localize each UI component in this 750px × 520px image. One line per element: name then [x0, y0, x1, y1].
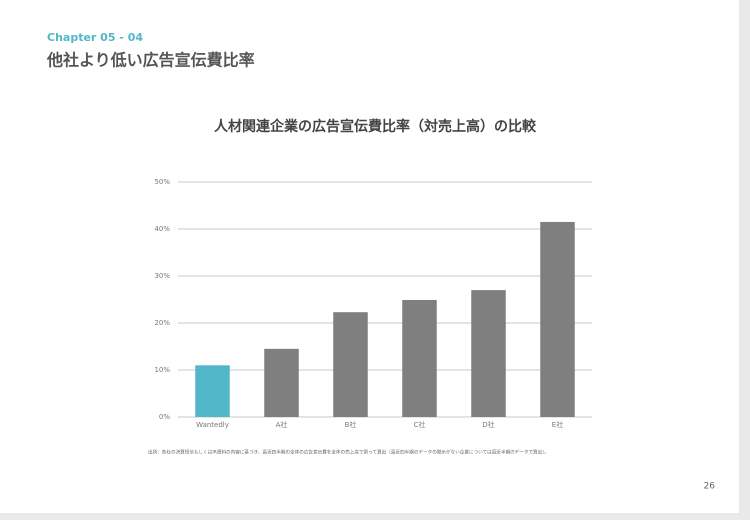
y-tick-label: 50%	[154, 178, 170, 186]
bar	[195, 365, 230, 417]
chapter-label: Chapter 05 - 04	[47, 31, 143, 44]
slide-title: 他社より低い広告宣伝費比率	[46, 51, 255, 70]
x-tick-label: C社	[414, 420, 426, 429]
x-tick-label: Wantedly	[196, 421, 229, 429]
chart-title: 人材関連企業の広告宣伝費比率（対売上高）の比較	[214, 118, 537, 135]
y-tick-label: 30%	[154, 272, 170, 280]
page-number: 26	[704, 482, 716, 492]
y-tick-label: 10%	[154, 366, 170, 374]
bar	[333, 312, 368, 417]
bar	[540, 221, 575, 417]
y-tick-label: 0%	[159, 413, 170, 421]
plot: 0% 10% 20% 30% 40% 50% Wantedly A社 B社 C社 D社 E社	[154, 178, 592, 429]
y-tick-label: 20%	[154, 319, 170, 327]
x-tick-label: E社	[552, 420, 563, 429]
source-note: 出所：各社の決算短信もしくはIR資料の内容に基づき、直近四半期の全体の広告宣伝費…	[148, 449, 549, 456]
bar	[471, 290, 506, 417]
slide-card	[0, 0, 739, 513]
x-tick-label: A社	[276, 420, 288, 429]
x-tick-label: B社	[345, 420, 357, 429]
x-tick-label: D社	[482, 420, 494, 429]
bar	[264, 348, 299, 417]
bar	[402, 299, 437, 417]
y-tick-label: 40%	[154, 225, 170, 233]
